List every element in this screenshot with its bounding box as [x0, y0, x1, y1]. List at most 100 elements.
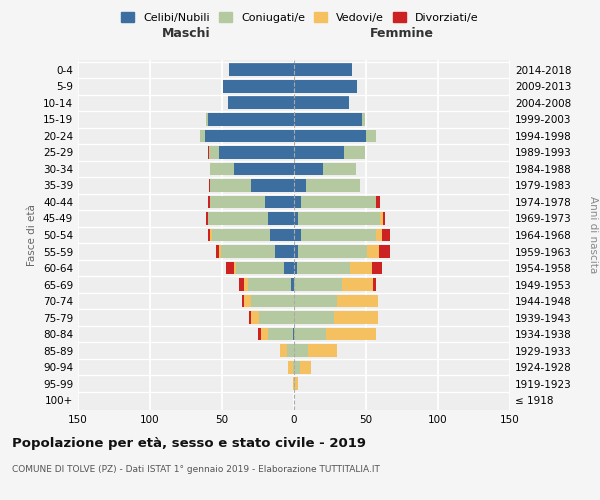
Bar	[376, 228, 382, 241]
Bar	[208, 196, 211, 208]
Bar	[294, 262, 297, 274]
Bar	[294, 179, 305, 192]
Bar	[211, 196, 265, 208]
Bar	[362, 113, 365, 126]
Bar	[376, 196, 380, 208]
Bar	[251, 294, 294, 308]
Bar	[209, 179, 211, 192]
Bar	[294, 80, 358, 93]
Bar	[297, 262, 350, 274]
Bar	[298, 245, 367, 258]
Bar	[326, 328, 376, 340]
Bar	[239, 278, 244, 291]
Bar	[206, 212, 208, 225]
Bar	[294, 377, 295, 390]
Bar	[226, 262, 233, 274]
Bar	[294, 130, 366, 142]
Text: Popolazione per età, sesso e stato civile - 2019: Popolazione per età, sesso e stato civil…	[12, 438, 366, 450]
Bar	[301, 196, 376, 208]
Bar	[298, 212, 380, 225]
Bar	[300, 360, 311, 374]
Bar	[295, 377, 298, 390]
Bar	[287, 344, 294, 357]
Bar	[223, 80, 294, 93]
Bar	[323, 162, 356, 175]
Y-axis label: Anni di nascita: Anni di nascita	[588, 196, 598, 274]
Bar	[280, 344, 287, 357]
Bar	[294, 212, 298, 225]
Bar	[294, 278, 341, 291]
Text: Maschi: Maschi	[161, 27, 211, 40]
Bar	[380, 212, 383, 225]
Bar	[208, 146, 209, 159]
Bar	[275, 245, 294, 258]
Bar	[211, 162, 233, 175]
Bar	[284, 262, 294, 274]
Bar	[209, 146, 219, 159]
Bar	[258, 328, 261, 340]
Bar	[200, 130, 205, 142]
Bar	[233, 162, 294, 175]
Bar	[341, 278, 373, 291]
Bar	[259, 311, 294, 324]
Bar	[337, 294, 377, 308]
Legend: Celibi/Nubili, Coniugati/e, Vedovi/e, Divorziati/e: Celibi/Nubili, Coniugati/e, Vedovi/e, Di…	[117, 8, 483, 28]
Bar	[294, 64, 352, 76]
Bar	[269, 228, 294, 241]
Bar	[265, 196, 294, 208]
Text: Femmine: Femmine	[370, 27, 434, 40]
Bar	[294, 96, 349, 110]
Bar	[242, 294, 244, 308]
Bar	[301, 228, 376, 241]
Bar	[372, 262, 382, 274]
Bar	[294, 294, 337, 308]
Bar	[250, 311, 251, 324]
Bar	[219, 146, 294, 159]
Bar	[219, 245, 221, 258]
Bar	[366, 130, 376, 142]
Bar	[379, 245, 391, 258]
Bar	[350, 262, 372, 274]
Bar	[344, 146, 365, 159]
Bar	[294, 245, 298, 258]
Bar	[244, 278, 248, 291]
Bar	[294, 113, 362, 126]
Bar	[294, 228, 301, 241]
Bar	[334, 311, 377, 324]
Bar	[268, 328, 293, 340]
Bar	[288, 360, 293, 374]
Bar	[251, 311, 259, 324]
Bar	[208, 212, 268, 225]
Bar	[308, 344, 337, 357]
Bar	[294, 328, 326, 340]
Bar	[206, 113, 208, 126]
Bar	[211, 179, 251, 192]
Y-axis label: Fasce di età: Fasce di età	[28, 204, 37, 266]
Bar	[221, 245, 275, 258]
Bar	[248, 278, 291, 291]
Bar	[294, 360, 300, 374]
Bar	[228, 96, 294, 110]
Bar	[294, 311, 334, 324]
Bar	[208, 228, 211, 241]
Bar	[205, 130, 294, 142]
Bar	[293, 328, 294, 340]
Bar	[236, 262, 284, 274]
Bar	[211, 228, 212, 241]
Bar	[216, 245, 219, 258]
Text: COMUNE DI TOLVE (PZ) - Dati ISTAT 1° gennaio 2019 - Elaborazione TUTTITALIA.IT: COMUNE DI TOLVE (PZ) - Dati ISTAT 1° gen…	[12, 466, 380, 474]
Bar	[382, 228, 391, 241]
Bar	[373, 278, 376, 291]
Bar	[294, 196, 301, 208]
Bar	[229, 64, 294, 76]
Bar	[212, 228, 269, 241]
Bar	[291, 278, 294, 291]
Bar	[383, 212, 385, 225]
Bar	[294, 146, 344, 159]
Bar	[367, 245, 379, 258]
Bar	[294, 344, 308, 357]
Bar	[261, 328, 268, 340]
Bar	[305, 179, 360, 192]
Bar	[233, 262, 236, 274]
Bar	[293, 360, 294, 374]
